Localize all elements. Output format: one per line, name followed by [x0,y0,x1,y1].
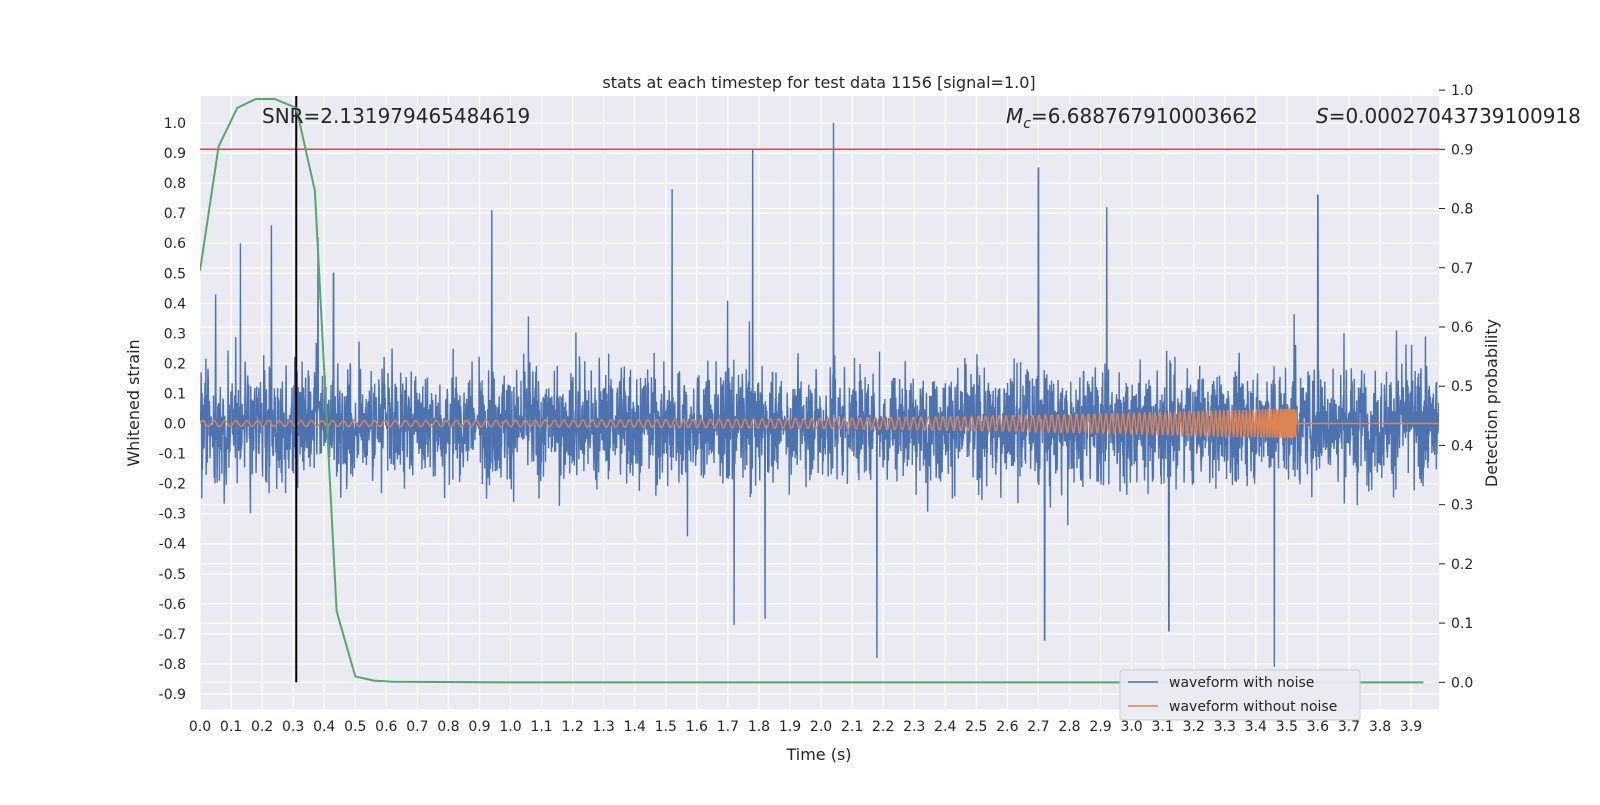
x-tick-label: 3.2 [1183,719,1205,735]
y2-tick-label: 0.2 [1451,557,1473,573]
y-tick-label: -0.9 [159,687,186,703]
y-tick-label: 0.3 [164,326,186,342]
x-tick-label: 1.0 [499,719,521,735]
y2-axis-ticks: 0.0 0.1 0.2 0.3 0.4 0.5 0.6 0.7 0.8 0.9 1.0 [1439,83,1473,691]
x-tick-label: 1.1 [530,719,552,735]
y2-tick-label: 1.0 [1451,83,1473,99]
y2-tick-label: 0.4 [1451,438,1473,454]
y2-tick-label: 0.6 [1451,320,1473,336]
x-tick-label: 1.4 [624,719,646,735]
x-tick-label: 2.3 [903,719,925,735]
x-tick-label: 3.5 [1276,719,1298,735]
x-tick-label: 0.5 [344,719,366,735]
x-tick-label: 3.4 [1245,719,1267,735]
x-tick-label: 0.8 [437,719,459,735]
y2-tick-label: 0.9 [1451,142,1473,158]
x-tick-label: 0.0 [189,719,211,735]
x-tick-label: 2.0 [810,719,832,735]
x-tick-label: 0.1 [220,719,242,735]
x-tick-label: 2.6 [996,719,1018,735]
y-tick-label: 0.8 [164,176,186,192]
x-tick-label: 3.8 [1369,719,1391,735]
x-tick-label: 2.5 [965,719,987,735]
x-tick-label: 3.7 [1338,719,1360,735]
x-tick-label: 0.6 [375,719,397,735]
chart-title: stats at each timestep for test data 115… [602,73,1035,92]
x-tick-label: 3.6 [1307,719,1329,735]
y-tick-label: -0.1 [159,447,186,463]
x-tick-label: 2.9 [1089,719,1111,735]
y2-tick-label: 0.5 [1451,379,1473,395]
x-tick-label: 3.0 [1120,719,1142,735]
y-tick-label: 0.4 [164,296,186,312]
mc-annotation: Mc=6.688767910003662 [1006,104,1258,132]
y-tick-label: 1.0 [164,116,186,132]
mc-symbol: M [1006,104,1023,128]
y2-axis-label: Detection probability [1482,319,1501,487]
x-tick-label: 0.2 [251,719,273,735]
s-value: =0.00027043739100918 [1329,104,1581,128]
y-tick-label: 0.5 [164,266,186,282]
s-annotation: S=0.00027043739100918 [1316,104,1581,128]
legend: waveform with noise waveform without noi… [1120,670,1360,720]
x-tick-label: 0.7 [406,719,428,735]
y2-tick-label: 0.3 [1451,498,1473,514]
x-tick-label: 2.7 [1027,719,1049,735]
y2-tick-label: 0.1 [1451,616,1473,632]
y-axis-label: Whitened strain [124,339,143,466]
x-tick-label: 1.7 [717,719,739,735]
y-tick-label: 0.2 [164,356,186,372]
x-tick-label: 3.1 [1151,719,1173,735]
x-tick-label: 1.9 [779,719,801,735]
y-tick-label: -0.7 [159,627,186,643]
y-tick-label: 0.7 [164,206,186,222]
y-tick-label: 0.1 [164,386,186,402]
x-axis-ticks: 0.0 0.1 0.2 0.3 0.4 0.5 0.6 0.7 0.8 0.9 1.0 1.1 1.2 1… [189,719,1422,735]
y-tick-label: 0.6 [164,236,186,252]
y-tick-label: -0.2 [159,477,186,493]
y-tick-label: 0.0 [164,417,186,433]
x-tick-label: 1.8 [748,719,770,735]
x-tick-label: 3.3 [1214,719,1236,735]
y-tick-label: -0.3 [159,507,186,523]
y-tick-label: -0.8 [159,657,186,673]
x-tick-label: 0.3 [282,719,304,735]
snr-annotation: SNR=2.131979465484619 [262,104,530,128]
y-axis-ticks: -0.9 -0.8 -0.7 -0.6 -0.5 -0.4 -0.3 -0.2 -0.1 0.0 0… [159,116,186,703]
x-tick-label: 2.1 [841,719,863,735]
x-tick-label: 2.8 [1058,719,1080,735]
x-tick-label: 0.9 [468,719,490,735]
x-tick-label: 3.9 [1400,719,1422,735]
y-tick-label: 0.9 [164,146,186,162]
x-tick-label: 1.5 [655,719,677,735]
y-tick-label: -0.4 [159,537,186,553]
mc-value: =6.688767910003662 [1031,104,1258,128]
legend-label-clean: waveform without noise [1169,699,1337,715]
x-tick-label: 1.2 [561,719,583,735]
y2-tick-label: 0.8 [1451,202,1473,218]
x-tick-label: 0.4 [313,719,335,735]
legend-label-noise: waveform with noise [1169,675,1314,691]
s-symbol: S [1316,104,1329,128]
x-tick-label: 2.2 [872,719,894,735]
y-tick-label: -0.6 [159,597,186,613]
y2-tick-label: 0.0 [1451,675,1473,691]
y-tick-label: -0.5 [159,567,186,583]
x-axis-label: Time (s) [785,745,851,764]
y2-tick-label: 0.7 [1451,261,1473,277]
x-tick-label: 1.6 [686,719,708,735]
x-tick-label: 2.4 [934,719,956,735]
x-tick-label: 1.3 [593,719,615,735]
